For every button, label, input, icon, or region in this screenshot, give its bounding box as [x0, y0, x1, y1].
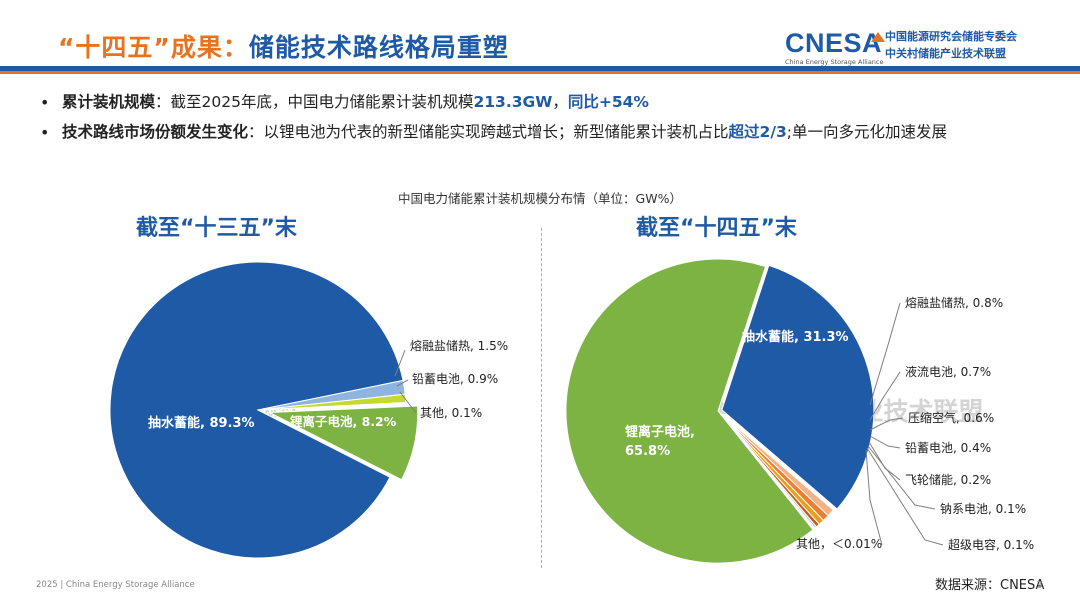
- pie-slice-10: [565, 258, 814, 564]
- logo-org-line1: 中国能源研究会储能专委会: [885, 30, 1017, 43]
- label-r-slice-6: 飞轮储能, 0.2%: [905, 472, 991, 487]
- logo-tagline: China Energy Storage Alliance: [785, 58, 884, 66]
- logo-word: CNESA: [785, 28, 883, 58]
- bullet-text: ：截至2025年底，中国电力储能累计装机规模: [155, 93, 474, 111]
- leader-r-slice-3: [869, 371, 901, 421]
- pie-slice-1: [721, 264, 875, 510]
- bullet-sep: ，: [552, 93, 568, 111]
- label-r-slice-4: 压缩空气, 0.6%: [908, 410, 994, 425]
- bullet-highlight: 同比+54%: [567, 93, 649, 111]
- title-main: 储能技术路线格局重塑: [248, 33, 509, 62]
- page-number: 3: [1036, 580, 1043, 591]
- bullet-list: • 累计装机规模：截至2025年底，中国电力储能累计装机规模213.3GW，同比…: [40, 90, 1040, 150]
- leader-r-slice-5: [869, 435, 901, 449]
- bullet-label: 技术路线市场份额发生变化: [62, 123, 249, 141]
- chart-title: 中国电力储能累计装机规模分布情（单位：GW%）: [398, 191, 682, 206]
- pie-left-heading: 截至“十三五”末: [136, 216, 297, 241]
- bullet-item: • 技术路线市场份额发生变化：以锂电池为代表的新型储能实现跨越式增长；新型储能累…: [40, 120, 1040, 145]
- label-r-slice-1: 抽水蓄能, 31.3%: [742, 329, 849, 345]
- bullet-item: • 累计装机规模：截至2025年底，中国电力储能累计装机规模213.3GW，同比…: [40, 90, 1040, 115]
- leader-r-slice-7: [867, 445, 936, 510]
- pie-slice-5: [267, 405, 419, 481]
- footer-copyright: 2025 | China Energy Storage Alliance: [36, 580, 195, 590]
- data-source: 数据来源：CNESA: [935, 578, 1045, 593]
- leader-r-slice-8: [866, 447, 944, 546]
- leader-r-slice-2: [869, 302, 901, 406]
- leader-slice-2: [394, 349, 406, 377]
- bullet-dot-icon: •: [40, 123, 50, 142]
- leader-r-slice-4: [869, 417, 904, 431]
- label-r-slice-3: 液流电池, 0.7%: [905, 364, 991, 379]
- chart-divider: [541, 228, 542, 568]
- pie-slice-4: [257, 402, 407, 411]
- bullet-text: ：以锂电池为代表的新型储能实现跨越式增长；新型储能累计装机占比: [248, 123, 729, 141]
- bullet-highlight: 213.3GW: [473, 93, 553, 111]
- leader-r-slice-9: [865, 449, 883, 546]
- pie-right-heading: 截至“十四五”末: [636, 216, 797, 241]
- page-title: “十四五”成果：储能技术路线格局重塑: [58, 28, 509, 64]
- bullet-label: 累计装机规模: [62, 93, 156, 111]
- bullet-dot-icon: •: [40, 93, 50, 112]
- label-r-slice-9: 其他，＜0.01%: [796, 537, 882, 551]
- pie-slice-1: [109, 261, 404, 559]
- label-r-slice-8: 超级电容, 0.1%: [948, 537, 1034, 552]
- logo-org-line2: 中关村储能产业技术联盟: [885, 47, 1006, 60]
- leader-slice-3: [396, 379, 409, 387]
- label-r-slice-7: 钠系电池, 0.1%: [940, 501, 1026, 516]
- bullet-highlight: 超过2/3: [728, 123, 787, 141]
- label-r-slice-5: 铅蓄电池, 0.4%: [905, 441, 991, 455]
- header-rule: [0, 66, 1080, 71]
- bullet-text-2: ;单一向多元化加速发展: [786, 123, 947, 141]
- label-slice-3: 铅蓄电池, 0.9%: [412, 372, 498, 386]
- label-slice-1: 抽水蓄能, 89.3%: [148, 415, 255, 431]
- label-r-slice-2: 熔融盐储热, 0.8%: [905, 295, 1003, 310]
- logo-org-names: 中国能源研究会储能专委会 中关村储能产业技术联盟: [885, 28, 1017, 62]
- label-slice-5: 锂离子电池, 8.2%: [290, 414, 397, 429]
- header-rule-accent: [0, 71, 1080, 74]
- label-r-slice-10: 锂离子电池, 65.8%: [625, 424, 695, 459]
- leader-slice-4: [399, 391, 417, 414]
- label-slice-2: 熔融盐储热, 1.5%: [410, 338, 508, 353]
- logo-triangle-icon: [871, 32, 885, 42]
- label-slice-4: 其他, 0.1%: [420, 406, 482, 420]
- title-prefix: “十四五”成果：: [58, 33, 249, 62]
